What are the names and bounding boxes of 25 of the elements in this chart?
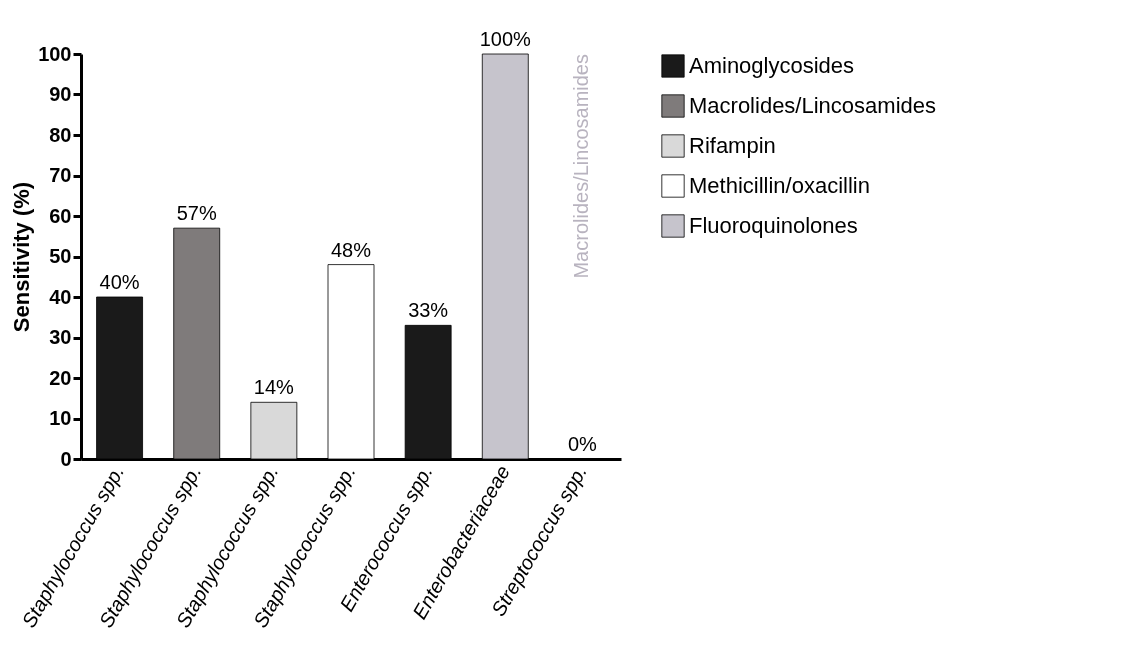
data-label: 33% — [408, 299, 449, 322]
legend-label: Aminoglycosides — [689, 53, 855, 78]
y-tick-label: 40 — [49, 285, 72, 308]
legend-label: Methicillin/oxacillin — [689, 173, 870, 198]
legend-label: Rifampin — [689, 133, 776, 158]
data-label: 100% — [479, 28, 532, 50]
y-tick-label: 50 — [49, 245, 72, 267]
y-tick-label: 80 — [49, 123, 72, 146]
data-label: 48% — [330, 238, 372, 261]
data-label: 14% — [253, 376, 295, 399]
data-label: 0% — [567, 433, 598, 455]
y-tick-label: 10 — [49, 407, 72, 429]
annotation: Macrolides/Lincosamides — [570, 54, 593, 279]
legend-label: Fluoroquinolones — [689, 213, 858, 238]
y-tick-label: 20 — [49, 366, 72, 389]
y-tick-label: 60 — [49, 204, 72, 227]
data-label: 57% — [176, 202, 217, 225]
legend-label: Macrolides/Lincosamides — [689, 93, 936, 118]
y-tick-label: 70 — [49, 164, 72, 186]
y-tick-label: 100 — [38, 42, 72, 65]
y-tick-label: 90 — [49, 83, 72, 105]
y-tick-label: 30 — [49, 326, 72, 348]
y-tick-label: 0 — [60, 447, 72, 470]
data-label: 40% — [99, 271, 140, 293]
y-axis-title: Sensitivity (%) — [9, 181, 35, 333]
